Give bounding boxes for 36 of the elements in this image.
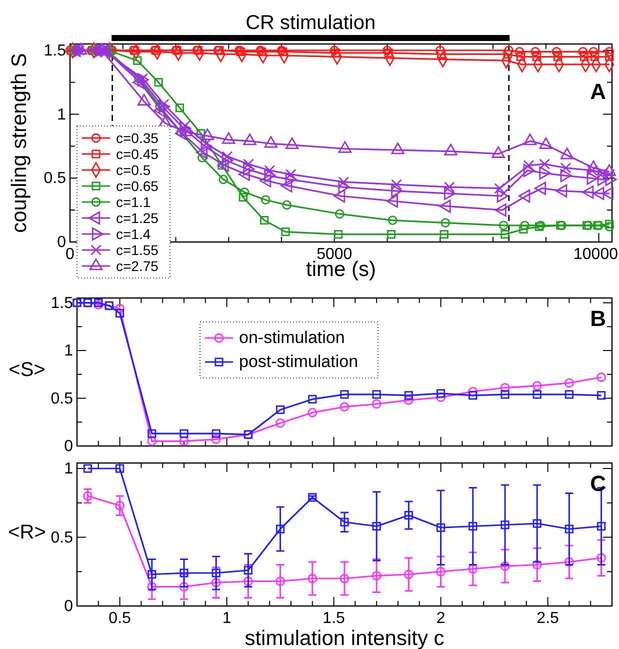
legend-label: c=0.5 (116, 162, 151, 178)
y-tick-label: 0.5 (50, 390, 74, 408)
annotation: A (590, 79, 606, 104)
legend-label: c=1.25 (116, 210, 159, 226)
x-tick-label: 1 (222, 610, 232, 627)
x-tick-label: 0.5 (108, 610, 132, 627)
legend-label: c=1.1 (116, 194, 151, 210)
legend-label: c=0.45 (116, 146, 159, 162)
y-tick-label: 1.5 (44, 42, 66, 60)
legend-label: c=1.4 (116, 226, 151, 242)
y-tick-label: 0 (64, 598, 74, 615)
legend-label: c=1.55 (116, 242, 159, 258)
y-tick-label: 1.5 (50, 294, 74, 312)
y-axis-title: <R> (8, 522, 46, 544)
legend-label: on-stimulation (239, 328, 345, 347)
legend-label: c=0.35 (116, 130, 159, 146)
y-tick-label: 0.5 (44, 170, 66, 188)
y-tick-label: 1 (64, 342, 74, 360)
text: CR stimulation (246, 12, 376, 34)
y-tick-label: 1 (64, 460, 74, 478)
annotation: C (590, 471, 606, 496)
y-tick-label: 0 (57, 234, 66, 251)
y-tick-label: 0.5 (50, 529, 74, 546)
legend-label: post-stimulation (239, 352, 358, 371)
x-tick-label: 2.5 (536, 610, 560, 627)
y-axis-title: coupling strength S (8, 53, 31, 233)
y-axis-title: <S> (8, 359, 46, 381)
x-axis-title: stimulation intensity c (244, 627, 444, 649)
x-tick-label: 10000 (574, 246, 618, 263)
legend-label: c=0.65 (116, 178, 159, 194)
y-tick-label: 1 (57, 106, 66, 124)
x-tick-label: 1.5 (322, 610, 346, 627)
y-tick-label: 0 (64, 438, 74, 455)
annotation: B (590, 306, 606, 331)
x-tick-label: 2 (436, 610, 446, 627)
legend-label: c=2.75 (116, 258, 159, 274)
